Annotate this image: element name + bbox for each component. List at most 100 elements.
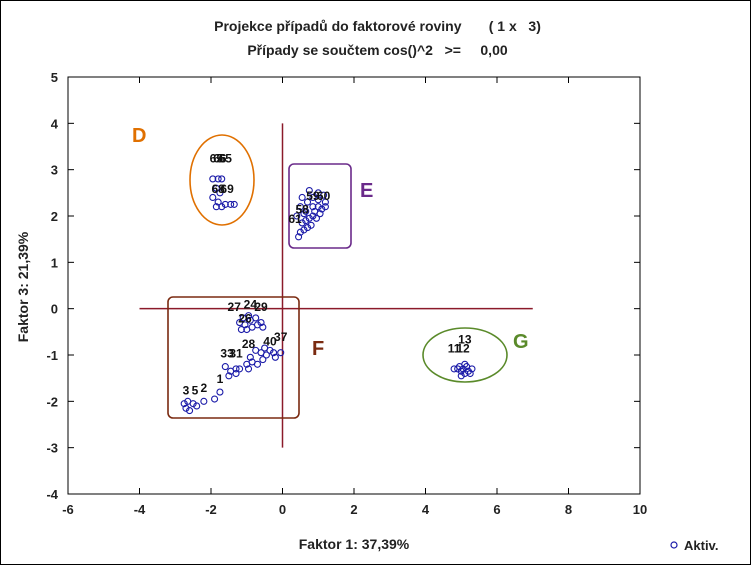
data-point	[457, 372, 465, 380]
point-label: 33	[220, 346, 234, 360]
data-point	[309, 203, 317, 211]
x-tick-label: -6	[62, 502, 74, 517]
data-point	[180, 400, 188, 408]
data-point	[214, 175, 222, 183]
data-point	[318, 205, 326, 213]
point-label: 69	[220, 182, 234, 196]
data-point	[271, 353, 279, 361]
y-axis-label: Faktor 3: 21,39%	[15, 231, 31, 342]
x-tick-label: 4	[422, 502, 430, 517]
x-tick-label: 6	[493, 502, 500, 517]
data-point	[244, 312, 253, 320]
point-label: 5	[192, 383, 199, 397]
data-point	[200, 397, 208, 405]
data-point	[298, 219, 306, 227]
data-point	[316, 210, 324, 218]
data-point	[193, 402, 201, 410]
data-point	[225, 372, 233, 380]
point-label: 26	[238, 312, 252, 326]
y-tick-label: 0	[51, 302, 58, 317]
data-point	[212, 184, 220, 192]
data-point	[232, 365, 240, 373]
data-point	[218, 175, 226, 183]
point-label: 58	[295, 203, 309, 217]
data-point	[314, 203, 322, 211]
data-point	[461, 360, 469, 368]
data-point	[186, 407, 194, 415]
y-tick-label: 3	[51, 163, 58, 178]
chart-subtitle: Případy se součtem cos()^2 >= 0,00	[247, 42, 508, 58]
y-tick-label: -4	[46, 487, 58, 502]
point-label: 37	[274, 330, 288, 344]
data-point	[259, 323, 267, 331]
data-point	[221, 363, 229, 371]
data-point	[309, 212, 317, 220]
data-point	[252, 314, 260, 322]
data-point	[296, 228, 304, 236]
data-point	[253, 360, 262, 368]
data-point	[241, 321, 249, 329]
data-point	[296, 203, 304, 211]
data-point	[312, 214, 321, 222]
data-point	[252, 346, 260, 354]
y-tick-label: -1	[46, 348, 58, 363]
point-label: 3	[183, 383, 190, 397]
data-point	[303, 198, 312, 206]
legend-entry: Aktiv.	[684, 538, 718, 553]
data-point	[321, 198, 329, 206]
data-point	[277, 349, 285, 357]
y-tick-label: 1	[51, 255, 58, 270]
x-tick-label: -4	[134, 502, 146, 517]
plot-area	[67, 76, 641, 495]
point-label: 40	[263, 335, 277, 349]
data-point	[305, 186, 313, 195]
data-point	[237, 325, 245, 334]
data-point	[298, 193, 306, 202]
point-label: 27	[228, 300, 242, 314]
point-label: 68	[211, 182, 225, 196]
y-tick-label: -2	[46, 394, 58, 409]
y-tick-label: 5	[51, 70, 58, 85]
point-label: 28	[242, 337, 256, 351]
y-tick-label: 4	[51, 116, 59, 131]
point-label: 59	[306, 189, 320, 203]
group-e-outline	[288, 163, 352, 249]
point-label: 61	[288, 212, 302, 226]
group-e-label: E	[360, 180, 373, 202]
data-point	[184, 397, 192, 405]
group-g-outline	[422, 327, 508, 383]
data-point	[211, 395, 219, 403]
point-label: 13	[458, 332, 472, 346]
data-point	[295, 233, 303, 241]
data-point	[209, 175, 217, 183]
x-tick-label: 8	[565, 502, 572, 517]
data-point	[230, 200, 238, 208]
data-point	[218, 203, 226, 211]
data-point	[236, 365, 244, 373]
data-point	[232, 369, 240, 378]
data-point	[302, 207, 310, 215]
data-point	[246, 353, 254, 361]
point-label: 11	[448, 342, 461, 356]
group-d-label: D	[132, 125, 146, 147]
point-label: 12	[456, 342, 470, 356]
data-point	[300, 226, 308, 234]
point-label: 24	[244, 298, 258, 312]
data-point	[212, 203, 220, 211]
data-point	[303, 224, 312, 232]
data-point	[182, 404, 190, 412]
data-point	[209, 193, 217, 202]
group-d-outline	[189, 134, 255, 226]
data-point	[257, 319, 265, 327]
data-point	[461, 369, 469, 378]
point-label: 65	[219, 152, 233, 166]
x-tick-label: -2	[205, 502, 217, 517]
x-tick-label: 0	[279, 502, 286, 517]
point-label: 66	[213, 152, 227, 166]
data-point	[214, 198, 222, 206]
chart-title: Projekce případů do faktorové roviny ( 1…	[214, 18, 541, 34]
y-tick-label: 2	[51, 209, 58, 224]
legend-marker	[670, 541, 678, 549]
data-point	[321, 203, 329, 211]
